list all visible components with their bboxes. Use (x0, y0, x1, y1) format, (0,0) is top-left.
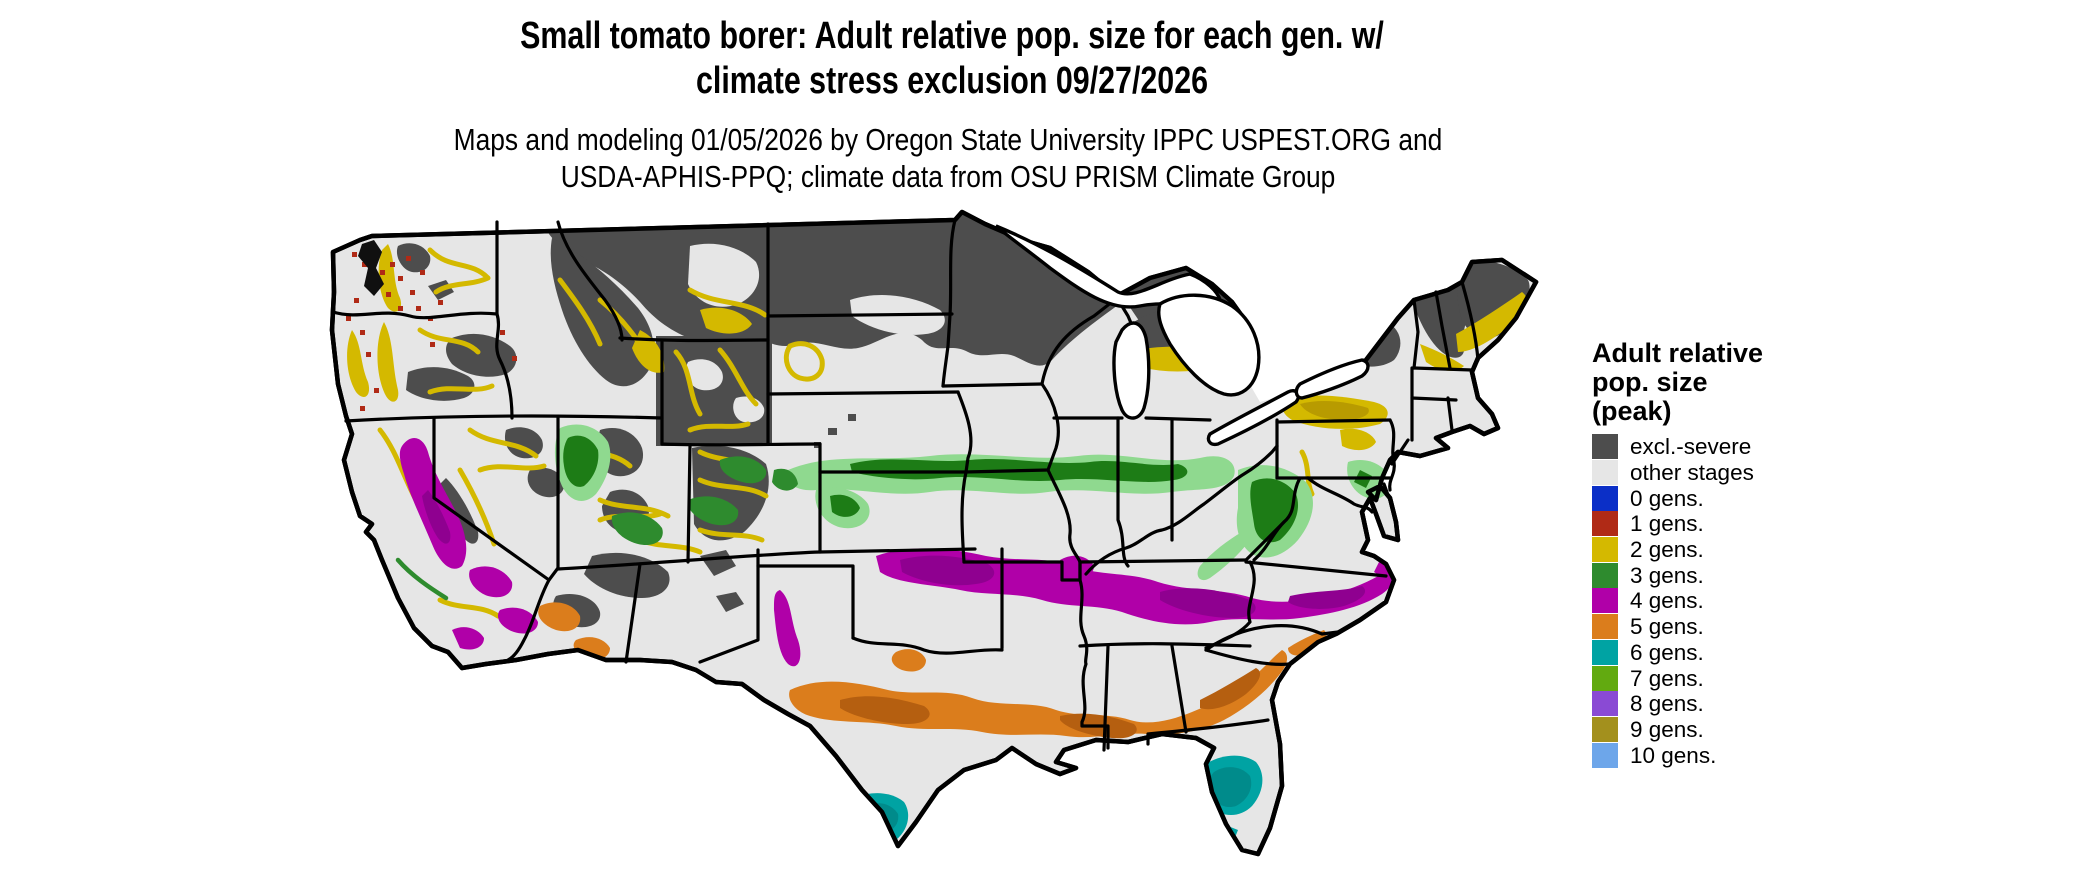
legend-swatch-9-gens (1592, 716, 1618, 742)
legend-label-other-stages: other stages (1630, 460, 1754, 486)
legend-item-other-stages: other stages (1592, 460, 1892, 486)
legend-swatch-5-gens (1592, 614, 1618, 640)
legend-swatch-0-gens (1592, 485, 1618, 511)
legend-label-2-gens: 2 gens. (1630, 537, 1704, 563)
legend-item-10-gens: 10 gens. (1592, 742, 1892, 768)
legend-swatch-4-gens (1592, 588, 1618, 614)
legend-title-line-3: (peak) (1592, 396, 1672, 426)
legend-item-1-gens: 1 gens. (1592, 511, 1892, 537)
legend-item-2-gens: 2 gens. (1592, 537, 1892, 563)
page-subtitle: Maps and modeling 01/05/2026 by Oregon S… (366, 121, 1529, 195)
region-other-stages-patches (685, 243, 945, 423)
legend-label-8-gens: 8 gens. (1630, 691, 1704, 717)
legend-swatch-7-gens (1592, 665, 1618, 691)
legend-label-6-gens: 6 gens. (1630, 639, 1704, 665)
legend-swatch-3-gens (1592, 562, 1618, 588)
legend-label-1-gens: 1 gens. (1630, 511, 1704, 537)
title-line-1: Small tomato borer: Adult relative pop. … (520, 15, 1384, 57)
legend-swatch-excl-severe (1592, 434, 1618, 460)
region-7-gens-speckles (1202, 860, 1273, 879)
legend-swatch-other-stages (1592, 460, 1618, 486)
legend-title-line-1: Adult relative (1592, 338, 1764, 368)
region-3-gens (395, 424, 1391, 620)
legend-item-8-gens: 8 gens. (1592, 691, 1892, 717)
legend-title-line-2: pop. size (1592, 367, 1708, 397)
legend-item-4-gens: 4 gens. (1592, 588, 1892, 614)
legend-label-9-gens: 9 gens. (1630, 716, 1704, 742)
legend-item-0-gens: 0 gens. (1592, 485, 1892, 511)
region-5-gens (538, 602, 1327, 739)
legend-item-6-gens: 6 gens. (1592, 639, 1892, 666)
legend-label-10-gens: 10 gens. (1630, 742, 1717, 768)
legend-swatch-1-gens (1592, 511, 1618, 537)
lake-michigan (1112, 321, 1151, 420)
title-line-2: climate stress exclusion 09/27/2026 (695, 60, 1209, 102)
legend-item-9-gens: 9 gens. (1592, 716, 1892, 743)
legend-title: Adult relative pop. size (peak) (1592, 339, 1892, 426)
legend-label-7-gens: 7 gens. (1630, 665, 1704, 691)
legend-items: excl.-severe other stages 0 gens. 1 gens. 2 … (1592, 434, 1892, 768)
legend-item-5-gens: 5 gens. (1592, 614, 1892, 640)
legend-item-excl-severe: excl.-severe (1592, 434, 1892, 460)
legend-swatch-8-gens (1592, 691, 1618, 717)
legend-label-4-gens: 4 gens. (1630, 588, 1704, 614)
lake-erie (1206, 389, 1301, 447)
legend-label-5-gens: 5 gens. (1630, 614, 1704, 640)
great-lakes (994, 224, 1370, 447)
legend-label-excl-severe: excl.-severe (1630, 434, 1752, 460)
legend-swatch-10-gens (1592, 742, 1618, 768)
legend-label-3-gens: 3 gens. (1630, 562, 1704, 588)
legend-swatch-6-gens (1592, 639, 1618, 665)
us-coast-outline (329, 209, 1539, 857)
legend-label-0-gens: 0 gens. (1630, 485, 1704, 511)
puget-sound (358, 240, 384, 296)
legend-item-3-gens: 3 gens. (1592, 562, 1892, 588)
legend-swatch-2-gens (1592, 537, 1618, 563)
page-title: Small tomato borer: Adult relative pop. … (412, 14, 1492, 104)
subtitle-line-1: Maps and modeling 01/05/2026 by Oregon S… (453, 122, 1443, 157)
subtitle-line-2: USDA-APHIS-PPQ; climate data from OSU PR… (560, 159, 1336, 194)
lake-huron (1157, 293, 1261, 397)
legend: Adult relative pop. size (peak) excl.-se… (1592, 339, 1892, 768)
lake-ontario (1294, 358, 1370, 400)
legend-item-7-gens: 7 gens. (1592, 665, 1892, 691)
